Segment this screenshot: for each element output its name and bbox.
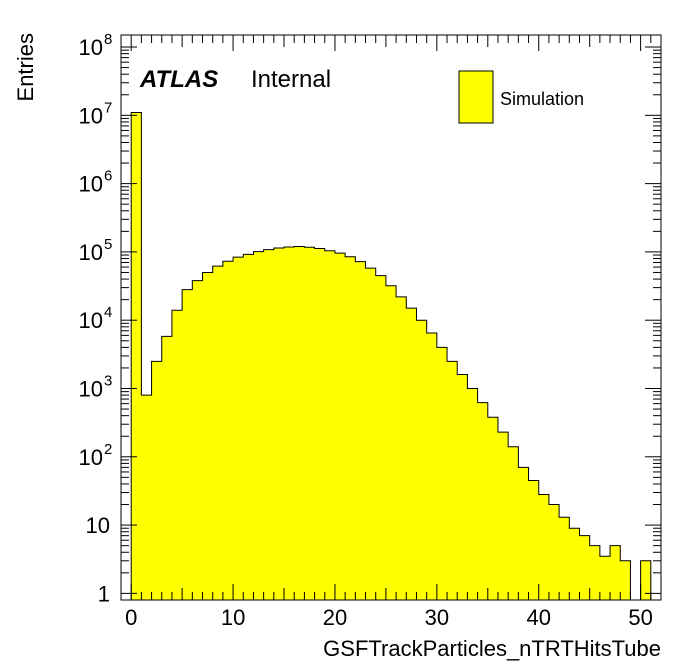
- legend-label: Simulation: [500, 89, 584, 109]
- y-tick-label-base: 10: [79, 240, 103, 265]
- y-tick-label: 10 2: [79, 441, 113, 470]
- histogram-bar: [416, 320, 427, 600]
- histogram-bar: [273, 248, 285, 600]
- legend: Simulation: [458, 70, 584, 124]
- histogram-bar: [324, 250, 336, 600]
- histogram-bar: [131, 112, 142, 601]
- y-tick-label-exponent: 3: [104, 373, 112, 390]
- y-tick-label: 10 4: [79, 304, 113, 333]
- histogram-bar: [294, 246, 305, 600]
- histogram-bar: [640, 560, 652, 600]
- histogram-bar: [599, 556, 611, 600]
- histogram-bar: [161, 336, 173, 600]
- legend-swatch: [458, 70, 494, 124]
- y-tick-label-exponent: 4: [104, 304, 112, 321]
- x-tick-label: 40: [526, 605, 550, 630]
- histogram-bar: [569, 528, 580, 600]
- internal-label: Internal: [251, 66, 331, 93]
- histogram-bar: [222, 261, 234, 600]
- histogram-bar: [538, 494, 550, 600]
- histogram-bar: [365, 268, 377, 600]
- y-tick-label: 1: [98, 581, 110, 606]
- axis-ticks: [120, 35, 662, 600]
- histogram-outline: [121, 111, 661, 601]
- y-tick-label-exponent: 5: [104, 236, 112, 253]
- histogram-bar: [579, 535, 590, 600]
- histogram-bar: [508, 446, 519, 600]
- y-tick-label: 10: [86, 513, 110, 538]
- x-tick-label: 10: [221, 605, 245, 630]
- histogram-bar: [171, 310, 183, 600]
- histogram-bar: [406, 308, 417, 600]
- y-tick-label-exponent: 7: [104, 99, 112, 116]
- x-tick-labels: 0 10 20 30 40 50: [125, 605, 653, 630]
- histogram-bar: [548, 504, 560, 600]
- histogram-bar: [487, 417, 499, 600]
- histogram-bar: [284, 247, 295, 600]
- histogram-bar: [263, 249, 275, 600]
- y-tick-label-base: 10: [79, 172, 103, 197]
- y-tick-label-base: 10: [79, 445, 103, 470]
- histogram-bar: [202, 272, 213, 600]
- histogram-bar: [396, 296, 407, 600]
- histogram-bar: [559, 517, 570, 600]
- histogram-bar: [192, 280, 203, 600]
- x-tick-label: 30: [425, 605, 449, 630]
- y-tick-label-base: 10: [86, 513, 110, 538]
- y-tick-label-base: 1: [98, 581, 110, 606]
- y-tick-label: 10 5: [79, 236, 113, 265]
- histogram-bar: [304, 247, 315, 600]
- y-tick-label: 10 8: [79, 31, 113, 60]
- histogram-bar: [447, 361, 458, 600]
- histogram-bar: [314, 248, 326, 601]
- histogram-bars: [131, 112, 652, 601]
- histogram-bar: [151, 361, 163, 600]
- x-tick-label: 0: [125, 605, 137, 630]
- atlas-label: ATLAS: [139, 66, 218, 93]
- histogram-bar: [528, 480, 540, 600]
- histogram-bar: [355, 261, 366, 600]
- x-tick-label: 20: [323, 605, 347, 630]
- histogram-bar: [334, 253, 346, 600]
- x-axis-label: GSFTrackParticles_nTRTHitsTube: [323, 636, 661, 661]
- y-tick-label-base: 10: [79, 103, 103, 128]
- histogram-bar: [477, 402, 489, 600]
- histogram-bar: [233, 257, 244, 600]
- x-tick-label: 50: [628, 605, 652, 630]
- histogram-bar: [589, 545, 601, 600]
- y-tick-label-base: 10: [79, 308, 103, 333]
- histogram-bar: [345, 256, 356, 600]
- y-tick-label-base: 10: [79, 377, 103, 402]
- histogram-bar: [212, 266, 224, 600]
- histogram-bar: [426, 332, 438, 600]
- y-tick-label-exponent: 6: [104, 168, 112, 185]
- y-tick-label-exponent: 2: [104, 441, 112, 458]
- histogram-bar: [385, 285, 397, 600]
- histogram-bar: [518, 467, 529, 600]
- y-tick-label-exponent: 8: [104, 31, 112, 48]
- histogram-bar: [253, 251, 264, 601]
- histogram-bar: [243, 254, 254, 600]
- histogram-bar: [467, 388, 478, 600]
- y-tick-label: 10 3: [79, 373, 113, 402]
- histogram-bar: [610, 545, 621, 600]
- histogram-bar: [457, 374, 468, 600]
- histogram-bar: [182, 289, 193, 600]
- y-axis-label: Entries: [13, 33, 38, 101]
- y-tick-label: 10 6: [79, 168, 113, 197]
- plot-frame: [120, 34, 662, 601]
- y-tick-label: 10 7: [79, 99, 113, 128]
- histogram-bar: [141, 395, 152, 600]
- histogram-bar: [436, 347, 448, 600]
- histogram-bar: [375, 275, 387, 600]
- histogram-bar: [497, 432, 509, 600]
- histogram-bar: [620, 560, 631, 600]
- y-tick-label-base: 10: [79, 35, 103, 60]
